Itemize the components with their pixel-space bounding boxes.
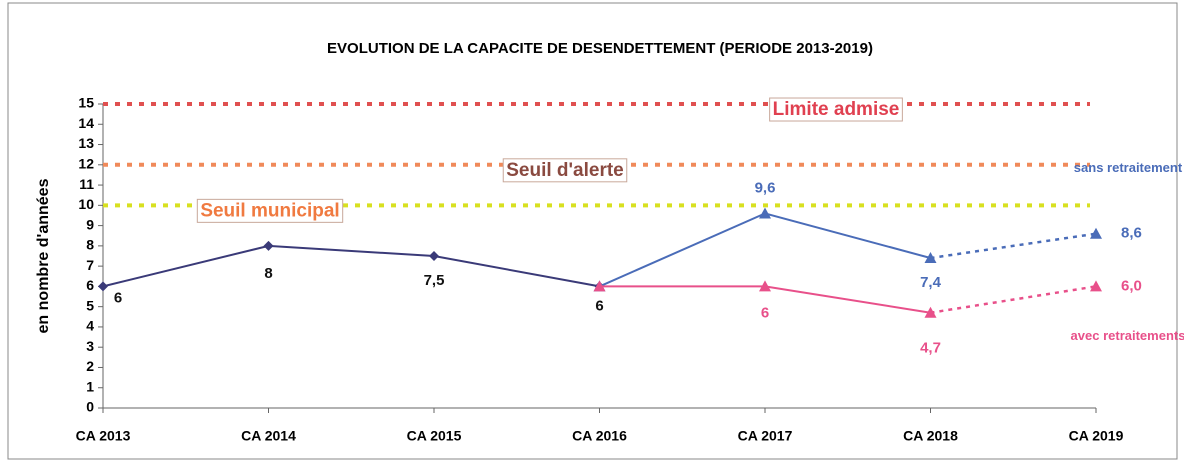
y-tick-label: 2: [86, 358, 94, 374]
y-tick-label: 9: [86, 216, 94, 232]
reference-label: Seuil d'alerte: [502, 158, 628, 183]
x-tick-label: CA 2018: [903, 428, 958, 444]
reference-label-text: Seuil d'alerte: [506, 160, 624, 181]
x-tick-label: CA 2016: [572, 428, 627, 444]
data-label: 4,7: [920, 340, 941, 357]
data-label: 6: [761, 304, 769, 321]
data-label: 7,4: [920, 274, 942, 291]
y-tick-label: 15: [78, 95, 94, 111]
reference-label: Limite admise: [769, 97, 903, 122]
y-tick-label: 13: [78, 135, 94, 151]
marker: [263, 240, 274, 251]
y-tick-label: 12: [78, 156, 94, 172]
x-tick-label: CA 2015: [407, 428, 462, 444]
reference-label-text: Seuil municipal: [200, 200, 339, 221]
marker: [924, 306, 937, 318]
data-label: 7,5: [424, 272, 445, 289]
marker: [1090, 227, 1102, 239]
series-line: [102, 244, 600, 288]
marker: [759, 207, 771, 219]
data-label: 6: [114, 289, 122, 306]
y-tick-label: 6: [86, 277, 94, 293]
y-tick-label: 14: [78, 115, 94, 131]
marker: [429, 251, 439, 261]
frame: [7, 2, 1178, 460]
reference-label-box: [196, 198, 344, 223]
x-tick-label: CA 2017: [738, 428, 793, 444]
reference-label: Seuil municipal: [196, 198, 344, 223]
reference-label-box: [769, 97, 903, 122]
data-label: 9,6: [755, 179, 776, 196]
y-tick-label: 1: [86, 378, 94, 394]
projection-line: [930, 232, 1097, 260]
y-tick-label: 5: [86, 297, 94, 313]
y-tick-label: 8: [86, 237, 94, 253]
y-tick-label: 4: [86, 318, 94, 334]
y-tick-label: 10: [78, 196, 94, 212]
x-tick-label: CA 2014: [241, 428, 296, 444]
x-tick-label: CA 2013: [76, 428, 131, 444]
series-line: [599, 212, 931, 288]
projection-line: [930, 285, 1097, 314]
data-label: 8: [264, 265, 272, 282]
reference-label-box: [502, 158, 628, 183]
y-tick-label: 7: [86, 257, 94, 273]
data-label: 8,6: [1121, 225, 1142, 242]
data-label: 6,0: [1121, 277, 1142, 294]
chart-title: EVOLUTION DE LA CAPACITE DE DESENDETTEME…: [327, 40, 873, 57]
marker: [98, 281, 108, 292]
legend-entry: avec retraitements: [1070, 328, 1184, 343]
y-tick-label: 3: [86, 338, 94, 354]
marker: [1090, 280, 1102, 292]
marker: [924, 252, 937, 264]
marker: [593, 280, 606, 292]
y-tick-label: 11: [79, 176, 94, 192]
reference-label-text: Limite admise: [773, 99, 900, 120]
y-axis-label: en nombre d'années: [35, 178, 52, 333]
marker: [759, 280, 771, 292]
legend-entry: sans retraitement: [1073, 160, 1183, 175]
y-tick-label: 0: [86, 399, 94, 415]
x-tick-label: CA 2019: [1069, 428, 1124, 444]
data-label: 6: [595, 297, 603, 314]
